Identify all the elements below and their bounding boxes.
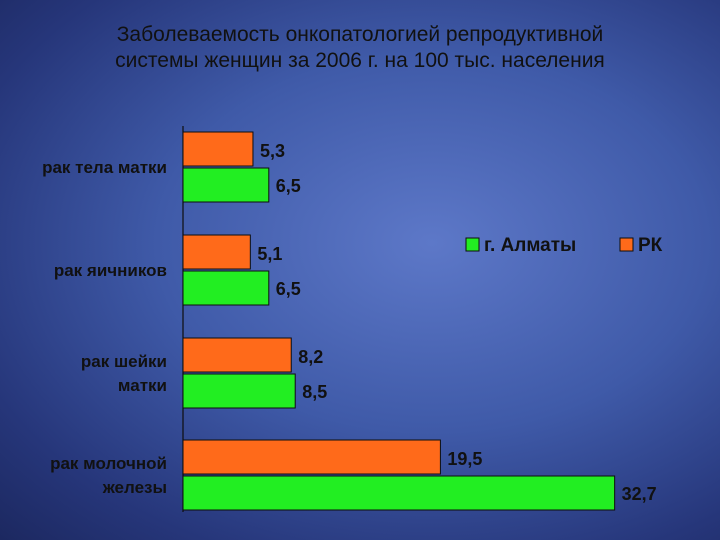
data-label: 5,1: [257, 244, 282, 264]
bar-almaty: [182, 167, 270, 203]
legend-item-almaty-label: г. Алматы: [484, 235, 576, 256]
category-label: рак молочной: [50, 454, 167, 473]
chart-title: Заболеваемость онкопатологией репродукти…: [0, 22, 720, 74]
bar-almaty: [182, 475, 616, 511]
bar-almaty: [182, 373, 296, 409]
bar-rk: [182, 439, 441, 475]
data-label: 6,5: [276, 279, 301, 299]
bar-rk: [182, 337, 292, 373]
chart-title-line-2: системы женщин за 2006 г. на 100 тыс. на…: [115, 49, 605, 72]
data-label: 6,5: [276, 176, 301, 196]
category-label: матки: [118, 376, 167, 395]
chart-title-line-1: Заболеваемость онкопатологией репродукти…: [116, 23, 604, 46]
bar-almaty: [182, 270, 270, 306]
category-label: рак яичников: [54, 261, 167, 280]
data-label: 32,7: [622, 484, 657, 504]
bar-rk: [182, 234, 251, 270]
category-label: рак шейки: [81, 352, 167, 371]
bar-rk: [182, 131, 254, 167]
category-label: рак тела матки: [42, 158, 167, 177]
data-label: 19,5: [447, 449, 482, 469]
data-label: 8,2: [298, 347, 323, 367]
legend-item-rk-swatch: [619, 237, 634, 252]
legend-item-almaty-swatch: [465, 237, 480, 252]
data-label: 8,5: [302, 382, 327, 402]
data-label: 5,3: [260, 141, 285, 161]
legend-item-rk-label: РК: [638, 235, 663, 256]
category-label: железы: [102, 478, 167, 497]
